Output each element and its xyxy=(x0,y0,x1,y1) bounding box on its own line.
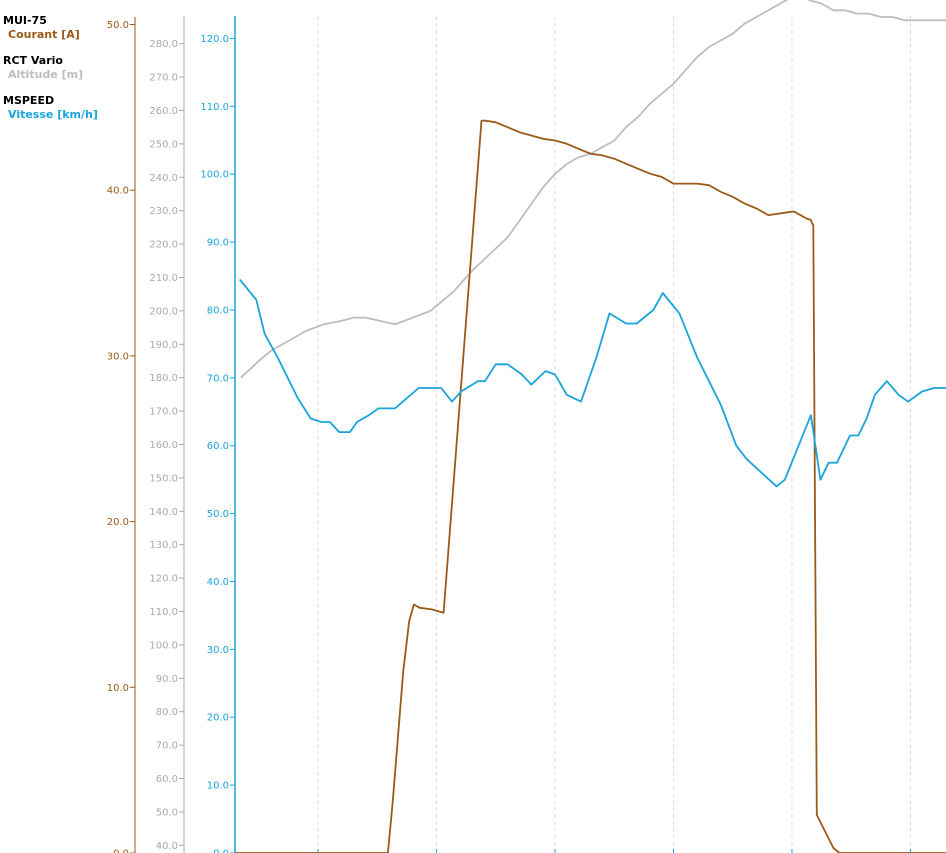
courant-tick-label: 20.0 xyxy=(107,517,129,528)
vitesse-tick-label: 40.0 xyxy=(207,577,229,588)
legend-device-label: RCT Vario xyxy=(3,54,63,67)
vitesse-tick-label: 100.0 xyxy=(200,170,229,181)
vitesse-tick-label: 110.0 xyxy=(200,102,229,113)
altitude-tick-label: 230.0 xyxy=(149,206,178,217)
altitude-tick-label: 170.0 xyxy=(149,407,178,418)
vitesse-tick-label: 50.0 xyxy=(207,509,229,520)
altitude-tick-label: 250.0 xyxy=(149,139,178,150)
vitesse-tick-label: 60.0 xyxy=(207,441,229,452)
vitesse-tick-label: 120.0 xyxy=(200,34,229,45)
altitude-tick-label: 140.0 xyxy=(149,507,178,518)
altitude-tick-label: 50.0 xyxy=(156,807,178,818)
altitude-tick-label: 90.0 xyxy=(156,674,178,685)
legend: MUI-75 Courant [A] RCT Vario Altitude [m… xyxy=(3,14,103,134)
altitude-tick-label: 120.0 xyxy=(149,574,178,585)
altitude-tick-label: 200.0 xyxy=(149,306,178,317)
altitude-tick-label: 260.0 xyxy=(149,106,178,117)
altitude-tick-label: 210.0 xyxy=(149,273,178,284)
courant-tick-label: 50.0 xyxy=(107,20,129,31)
vitesse-tick-label: 70.0 xyxy=(207,373,229,384)
courant-tick-label: 30.0 xyxy=(107,351,129,362)
courant-tick-label: 40.0 xyxy=(107,186,129,197)
altitude-tick-label: 110.0 xyxy=(149,607,178,618)
vitesse-tick-label: 80.0 xyxy=(207,305,229,316)
legend-entry-altitude: RCT Vario Altitude [m] xyxy=(3,54,103,82)
legend-sensor-label: Altitude [m] xyxy=(8,68,84,81)
altitude-tick-label: 100.0 xyxy=(149,640,178,651)
series-lines xyxy=(235,0,946,853)
series-line-courant xyxy=(235,119,946,853)
series-line-altitude xyxy=(240,0,946,379)
altitude-tick-label: 240.0 xyxy=(149,173,178,184)
altitude-tick-label: 270.0 xyxy=(149,73,178,84)
legend-device-label: MUI-75 xyxy=(3,14,47,27)
vitesse-tick-label: 90.0 xyxy=(207,238,229,249)
legend-device-label: MSPEED xyxy=(3,94,55,107)
altitude-tick-label: 280.0 xyxy=(149,39,178,50)
vitesse-tick-label: 10.0 xyxy=(207,781,229,792)
altitude-tick-label: 70.0 xyxy=(156,741,178,752)
vitesse-tick-label: 30.0 xyxy=(207,645,229,656)
courant-tick-label: 10.0 xyxy=(107,683,129,694)
vitesse-tick-label: 20.0 xyxy=(207,713,229,724)
altitude-tick-label: 160.0 xyxy=(149,440,178,451)
courant-tick-label: 0.0 xyxy=(113,849,129,853)
altitude-tick-label: 150.0 xyxy=(149,473,178,484)
legend-entry-courant: MUI-75 Courant [A] xyxy=(3,14,103,42)
altitude-tick-label: 80.0 xyxy=(156,707,178,718)
legend-sensor-label: Vitesse [km/h] xyxy=(8,108,98,121)
altitude-tick-label: 130.0 xyxy=(149,540,178,551)
legend-sensor-label: Courant [A] xyxy=(8,28,80,41)
vitesse-tick-label: 0.0 xyxy=(213,849,229,853)
legend-entry-vitesse: MSPEED Vitesse [km/h] xyxy=(3,94,103,122)
altitude-tick-label: 220.0 xyxy=(149,240,178,251)
series-line-vitesse xyxy=(239,278,946,488)
y-axes: 0.0 10.0 20.0 30.0 40.0 50.0 40.0 50.0 60.0 70.0 8… xyxy=(107,16,236,853)
altitude-tick-label: 60.0 xyxy=(156,774,178,785)
altitude-tick-label: 180.0 xyxy=(149,373,178,384)
x-gridlines xyxy=(317,16,911,853)
altitude-tick-label: 190.0 xyxy=(149,340,178,351)
altitude-tick-label: 40.0 xyxy=(156,841,178,852)
